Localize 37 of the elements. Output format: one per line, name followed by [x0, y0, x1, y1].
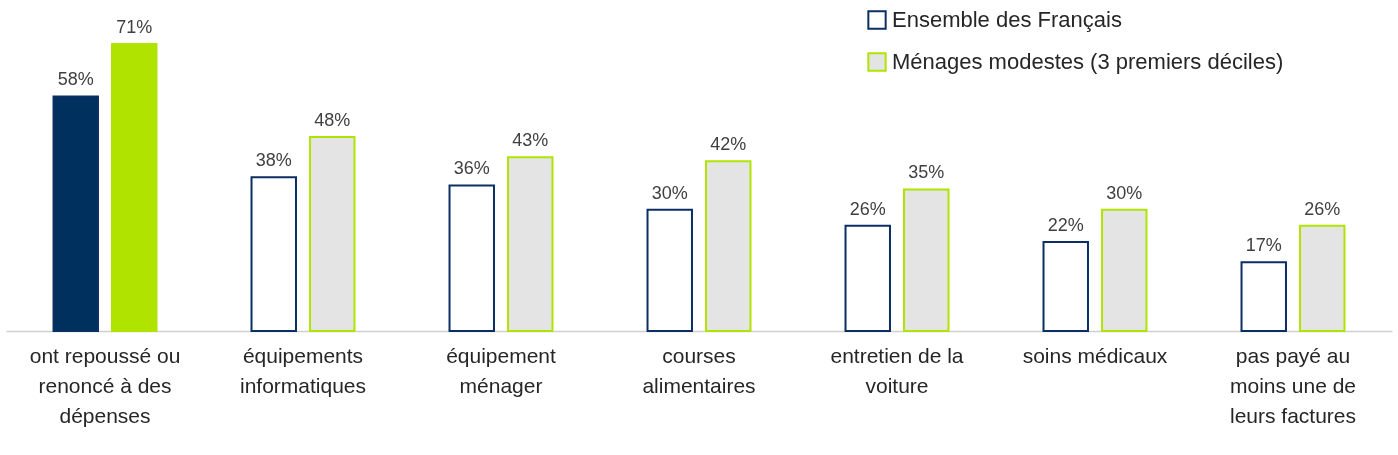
data-label: 26% [849, 198, 886, 219]
data-label: 30% [1106, 182, 1143, 203]
bar [309, 135, 356, 332]
data-label: 71% [116, 16, 153, 37]
x-tick-label: entretien de la voiture [830, 343, 964, 397]
bar [903, 188, 950, 332]
bar [1042, 241, 1089, 332]
data-label: 22% [1047, 215, 1084, 236]
x-tick-label: pas payé au moins une de leurs factures [1229, 343, 1357, 427]
bar [844, 224, 891, 332]
bar [507, 156, 554, 332]
bar [111, 42, 158, 332]
x-tick-label: équipements informatiques [239, 343, 367, 397]
data-label: 38% [255, 150, 292, 171]
data-label: 36% [453, 158, 490, 179]
bar [1240, 261, 1287, 332]
x-tick-label: équipement ménager [446, 343, 557, 397]
data-label: 35% [908, 162, 945, 183]
legend-label: Ensemble des Français [892, 7, 1122, 32]
bar [52, 95, 99, 332]
data-label: 26% [1304, 198, 1341, 219]
data-label: 58% [57, 69, 94, 90]
bar [1299, 224, 1346, 332]
data-label: 43% [512, 130, 549, 151]
bar [1101, 208, 1148, 332]
legend-label: Ménages modestes (3 premiers déciles) [892, 49, 1284, 74]
data-label: 17% [1245, 235, 1282, 256]
bar [705, 160, 752, 332]
bar [250, 176, 297, 332]
data-label: 42% [710, 134, 747, 155]
x-tick-label: soins médicaux [1022, 343, 1168, 367]
bar [448, 184, 495, 332]
x-tick-label: courses alimentaires [642, 343, 756, 397]
data-label: 48% [314, 109, 351, 130]
bar [646, 208, 693, 332]
x-tick-label: ont repoussé ou renoncé à des dépenses [29, 343, 181, 427]
data-label: 30% [651, 182, 688, 203]
